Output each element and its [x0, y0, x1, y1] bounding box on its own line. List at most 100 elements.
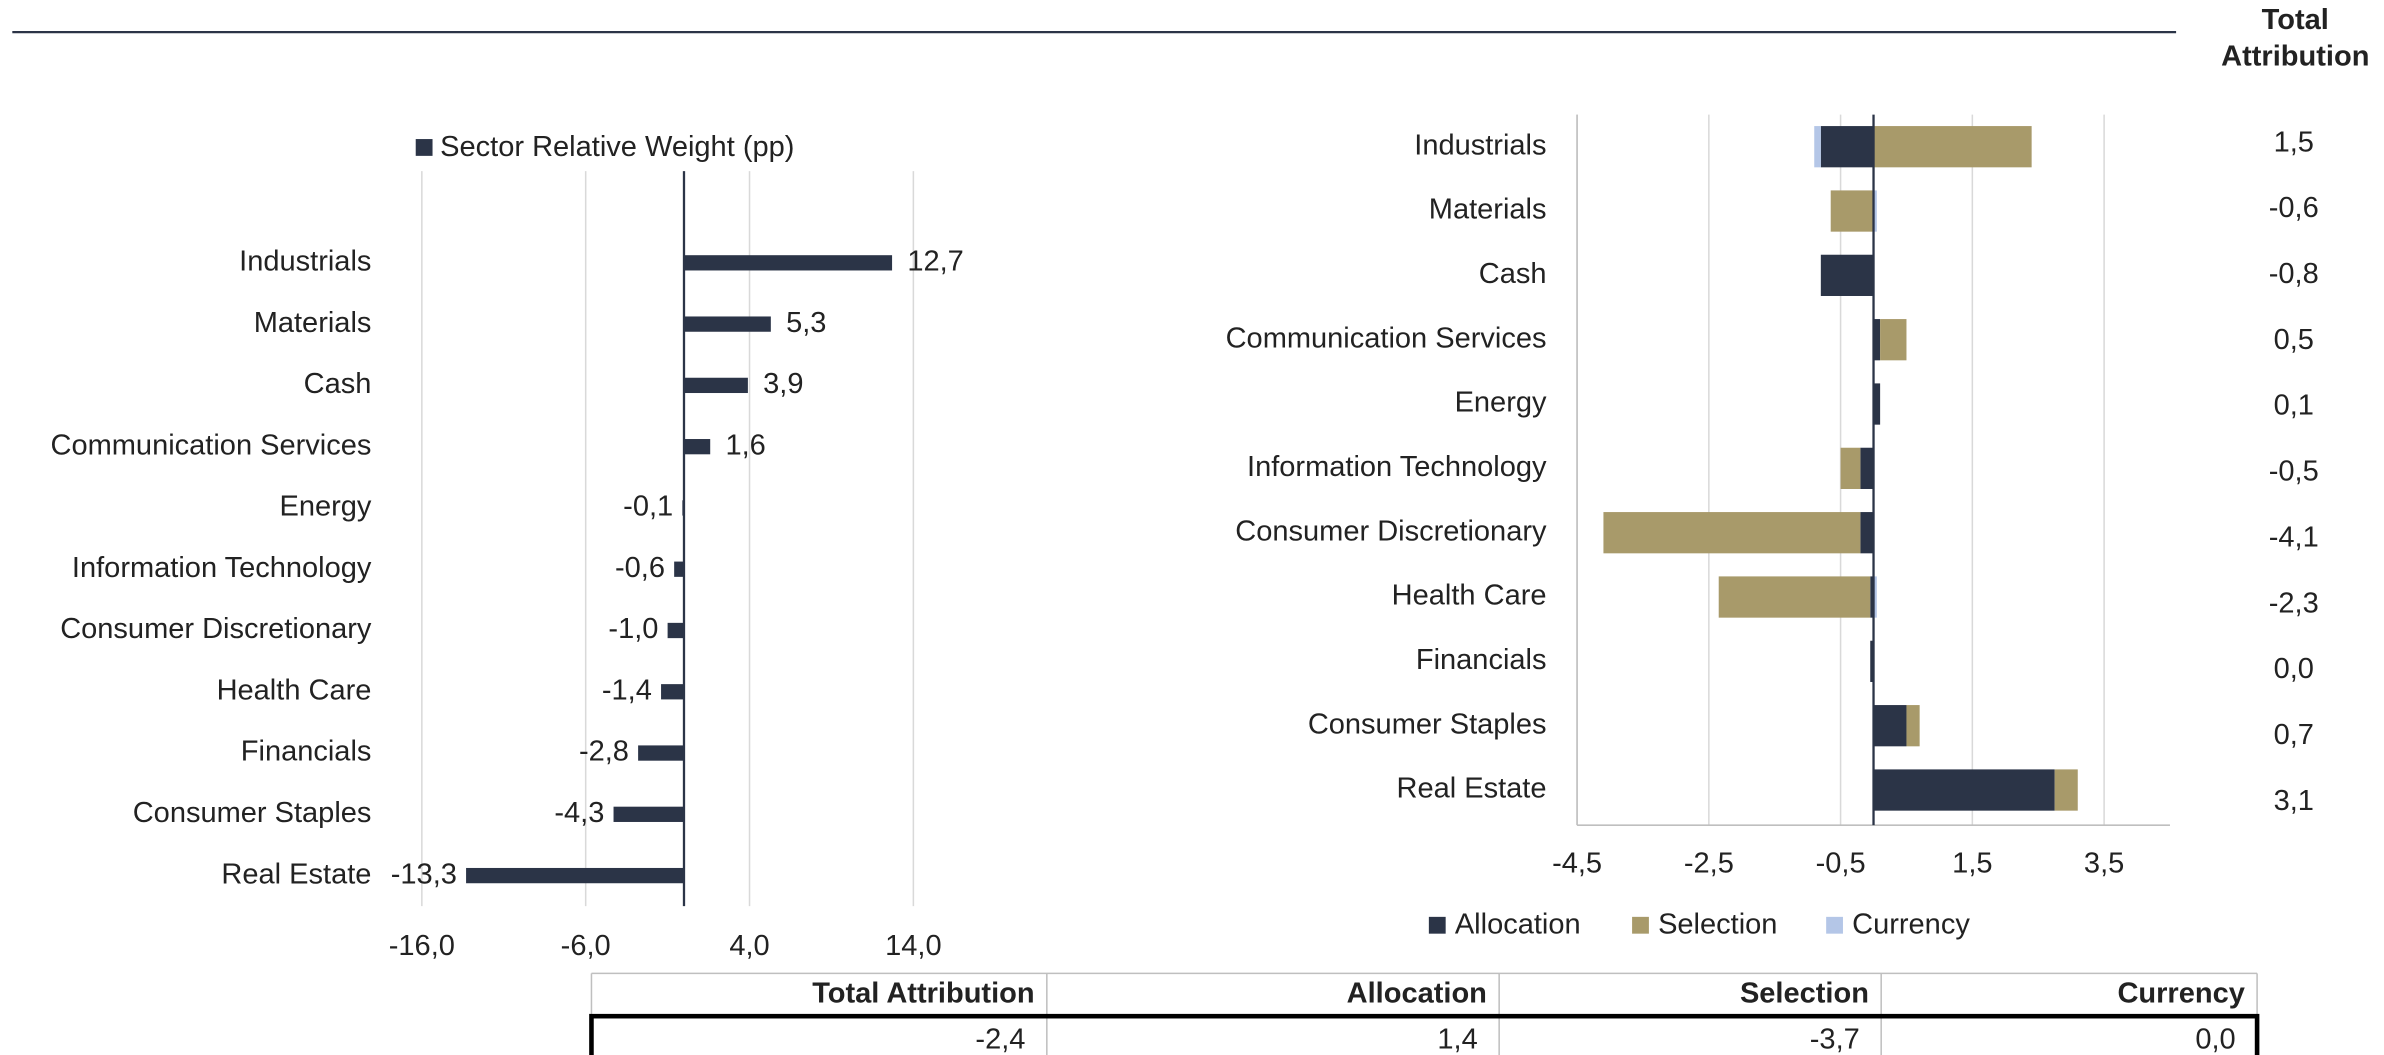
legend-swatch — [1428, 916, 1446, 934]
category-label: Consumer Discretionary — [60, 613, 372, 645]
total-value: -0,5 — [2269, 456, 2319, 488]
bar — [683, 439, 711, 455]
category-label: Health Care — [1392, 580, 1547, 612]
x-tick-label: 1,5 — [1952, 848, 1992, 880]
bar-segment — [1873, 126, 2032, 168]
category-label: Real Estate — [1397, 773, 1547, 805]
bar — [466, 867, 684, 884]
bar — [667, 622, 684, 639]
bar-segment — [1873, 576, 1877, 618]
bar-segment — [1820, 254, 1874, 296]
total-value: -0,6 — [2269, 192, 2319, 224]
category-label: Information Technology — [72, 552, 372, 584]
bar — [661, 684, 684, 700]
legend-swatch — [1632, 916, 1649, 934]
bar — [674, 561, 684, 577]
category-label: Financials — [241, 736, 372, 768]
bar-segment — [1880, 319, 1907, 361]
table-header: Selection — [1740, 977, 1869, 1009]
category-label: Real Estate — [221, 858, 371, 890]
bar-segment — [1860, 512, 1874, 554]
category-label: Cash — [1479, 258, 1547, 290]
x-tick-label: 14,0 — [885, 930, 941, 962]
x-tick-label: -4,5 — [1552, 848, 1602, 880]
total-header-box: Total Attribution — [2221, 4, 2370, 74]
legend-label: Allocation — [1455, 909, 1581, 941]
bar-segment — [1860, 447, 1874, 489]
data-label: -2,8 — [579, 736, 629, 768]
category-label: Financials — [1416, 644, 1547, 676]
category-label: Consumer Staples — [133, 797, 372, 829]
bar-segment — [1873, 705, 1907, 747]
data-label: 3,9 — [763, 368, 803, 400]
category-label: Cash — [304, 368, 372, 400]
bar — [683, 377, 748, 394]
data-label: -0,6 — [615, 552, 665, 584]
total-header: Total Attribution — [2221, 4, 2370, 74]
total-value: -2,3 — [2269, 587, 2319, 619]
legend-swatch — [415, 139, 433, 156]
category-label: Materials — [1429, 194, 1547, 226]
bar-segment — [1873, 190, 1877, 232]
x-tick-label: -2,5 — [1684, 848, 1734, 880]
table-header: Total Attribution — [812, 977, 1034, 1009]
bar-segment — [1873, 383, 1881, 425]
table-cell: 0,0 — [2195, 1023, 2235, 1055]
bar-segment — [1873, 769, 2055, 811]
table-header: Allocation — [1347, 977, 1487, 1009]
category-label: Industrials — [239, 246, 371, 278]
bar-segment — [1820, 126, 1874, 168]
legend-label: Currency — [1852, 909, 1970, 941]
data-label: -4,3 — [554, 797, 604, 829]
category-label: Energy — [279, 491, 371, 523]
total-value: 0,1 — [2274, 390, 2314, 422]
total-value: -0,8 — [2269, 258, 2319, 290]
x-tick-label: 3,5 — [2084, 848, 2124, 880]
bar — [683, 255, 893, 271]
bar-segment — [1718, 576, 1871, 618]
data-label: 12,7 — [907, 246, 963, 278]
bar-segment — [2054, 769, 2078, 811]
bar — [683, 316, 771, 332]
category-label: Materials — [254, 307, 372, 339]
bar-segment — [1906, 705, 1920, 747]
table-cell: 1,4 — [1437, 1023, 1477, 1055]
category-label: Health Care — [217, 674, 372, 706]
table-row-frame — [589, 1013, 2260, 1055]
bar-segment — [1603, 512, 1861, 554]
legend-label: Sector Relative Weight (pp) — [440, 131, 794, 163]
total-value: 1,5 — [2274, 126, 2314, 158]
bar-segment — [1830, 190, 1874, 232]
x-tick-label: -16,0 — [389, 930, 455, 962]
bar-segment — [1870, 576, 1874, 618]
category-label: Information Technology — [1247, 451, 1547, 483]
table-cell: -3,7 — [1810, 1023, 1860, 1055]
category-label: Communication Services — [1226, 322, 1547, 354]
bar-segment — [1814, 126, 1821, 168]
category-label: Energy — [1455, 387, 1547, 419]
bar — [613, 806, 684, 822]
x-tick-label: -0,5 — [1816, 848, 1866, 880]
data-label: 5,3 — [786, 307, 826, 339]
data-label: -1,0 — [608, 613, 658, 645]
data-label: 1,6 — [725, 429, 765, 461]
total-value: 0,5 — [2274, 324, 2314, 356]
table-header: Currency — [2117, 977, 2244, 1009]
total-value: -4,1 — [2269, 521, 2319, 553]
bar-segment — [1873, 319, 1881, 361]
data-label: -1,4 — [602, 674, 652, 706]
total-value: 0,7 — [2274, 719, 2314, 751]
category-label: Consumer Staples — [1308, 708, 1547, 740]
legend-swatch — [1826, 916, 1843, 934]
bar-segment — [1840, 447, 1861, 489]
table-cell: -2,4 — [975, 1023, 1025, 1055]
total-value: 0,0 — [2274, 653, 2314, 685]
x-tick-label: 4,0 — [729, 930, 769, 962]
bar — [638, 745, 684, 761]
bar-segment — [1870, 640, 1874, 682]
total-value: 3,1 — [2274, 785, 2314, 817]
category-label: Consumer Discretionary — [1235, 515, 1547, 547]
x-tick-label: -6,0 — [561, 930, 611, 962]
